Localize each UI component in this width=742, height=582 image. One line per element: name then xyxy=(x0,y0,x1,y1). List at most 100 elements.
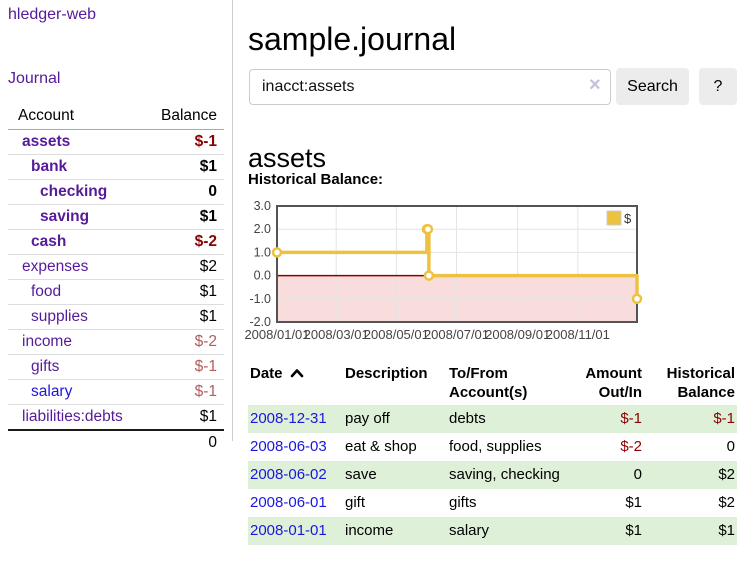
transaction-amount: $-1 xyxy=(620,410,642,427)
account-balance: $1 xyxy=(140,304,224,330)
transaction-row: 2008-12-31 pay off debts $-1 $-1 xyxy=(248,405,737,433)
account-link-liabilities-debts[interactable]: liabilities:debts xyxy=(22,408,123,425)
transactions-table: Date Description To/From Account(s) Amount … xyxy=(248,361,737,545)
transactions-column-header: Description xyxy=(345,361,449,405)
data-point xyxy=(271,247,283,258)
account-heading: assets xyxy=(248,143,327,174)
legend-label: $ xyxy=(624,211,632,226)
transaction-description: gift xyxy=(345,494,366,511)
account-row: cash $-2 xyxy=(8,229,224,255)
transaction-date-link[interactable]: 2008-06-03 xyxy=(250,438,327,455)
x-tick-label: 2008/05/01 xyxy=(364,327,429,342)
transaction-date-link[interactable]: 2008-01-01 xyxy=(250,522,327,539)
transaction-balance: 0 xyxy=(726,438,735,455)
account-balance: $2 xyxy=(140,254,224,280)
transaction-balance: $-1 xyxy=(713,410,735,427)
y-tick-label: 2.0 xyxy=(254,222,271,236)
y-tick-label: 3.0 xyxy=(254,199,271,213)
accounts-header-account: Account xyxy=(8,104,141,130)
data-point xyxy=(423,270,435,281)
transaction-accounts: food, supplies xyxy=(449,438,542,455)
accounts-total-row: 0 xyxy=(8,429,224,455)
column-header-amount-out-in: Amount Out/In xyxy=(585,365,642,401)
account-balance: 0 xyxy=(140,179,224,205)
transaction-date-link[interactable]: 2008-06-01 xyxy=(250,494,327,511)
account-row: bank $1 xyxy=(8,154,224,180)
sidebar-divider xyxy=(232,0,233,441)
transactions-section: Date Description To/From Account(s) Amount … xyxy=(248,361,737,545)
transactions-header-row: Date Description To/From Account(s) Amount … xyxy=(248,361,737,405)
accounts-header-balance: Balance xyxy=(140,104,224,130)
y-tick-label: -1.0 xyxy=(249,292,271,306)
account-row: income $-2 xyxy=(8,329,224,355)
transaction-balance: $2 xyxy=(718,466,735,483)
account-link-checking[interactable]: checking xyxy=(40,183,108,200)
transaction-balance: $2 xyxy=(718,494,735,511)
account-row: salary $-1 xyxy=(8,379,224,405)
account-balance: $1 xyxy=(140,279,224,305)
account-link-cash[interactable]: cash xyxy=(31,233,67,250)
account-link-gifts[interactable]: gifts xyxy=(31,358,60,375)
account-balance: $1 xyxy=(140,204,224,230)
accounts-total-value: 0 xyxy=(140,429,224,455)
account-link-supplies[interactable]: supplies xyxy=(31,308,88,325)
account-row: gifts $-1 xyxy=(8,354,224,380)
transactions-column-header: Historical Balance xyxy=(642,361,737,405)
search-button[interactable]: Search xyxy=(616,68,689,105)
help-button[interactable]: ? xyxy=(699,68,737,105)
account-balance: $1 xyxy=(140,154,224,180)
transaction-amount: 0 xyxy=(633,466,642,483)
account-row: liabilities:debts $1 xyxy=(8,404,224,431)
transaction-amount: $1 xyxy=(625,494,642,511)
accounts-header-row: Account Balance xyxy=(8,104,224,130)
search-input[interactable] xyxy=(249,69,611,105)
column-header-to-from-account-s-: To/From Account(s) xyxy=(449,365,528,401)
transactions-column-header[interactable]: Date xyxy=(248,361,345,405)
transactions-column-header: Amount Out/In xyxy=(561,361,642,405)
transaction-row: 2008-06-03 eat & shop food, supplies $-2 0 xyxy=(248,433,737,461)
transaction-row: 2008-06-01 gift gifts $1 $2 xyxy=(248,489,737,517)
transaction-description: pay off xyxy=(345,410,390,427)
y-tick-label: 1.0 xyxy=(254,245,271,259)
account-link-food[interactable]: food xyxy=(31,283,62,300)
transaction-balance: $1 xyxy=(718,522,735,539)
accounts-table: Account Balance assets $-1 bank $1 checking 0… xyxy=(8,104,224,455)
account-row: saving $1 xyxy=(8,204,224,230)
x-tick-label: 2008/03/01 xyxy=(304,327,369,342)
column-header-date: Date xyxy=(250,365,283,382)
chevron-up-icon xyxy=(290,369,303,378)
app-title-link[interactable]: hledger-web xyxy=(8,6,97,23)
account-link-salary[interactable]: salary xyxy=(31,383,73,400)
data-point xyxy=(422,223,434,235)
column-header-historical-balance: Historical Balance xyxy=(666,365,735,401)
y-tick-label: 0.0 xyxy=(254,269,271,283)
account-balance: $-2 xyxy=(140,329,224,355)
transactions-column-header: To/From Account(s) xyxy=(449,361,561,405)
transaction-accounts: salary xyxy=(449,522,490,539)
column-header-description: Description xyxy=(345,365,428,382)
x-tick-label: 2008/01/01 xyxy=(244,327,309,342)
page-title: sample.journal xyxy=(248,21,457,58)
transaction-description: eat & shop xyxy=(345,438,417,455)
account-row: food $1 xyxy=(8,279,224,305)
data-point xyxy=(631,293,643,305)
account-balance: $-1 xyxy=(140,129,224,155)
account-link-assets[interactable]: assets xyxy=(22,133,71,150)
transaction-row: 2008-06-02 save saving, checking 0 $2 xyxy=(248,461,737,489)
account-balance: $1 xyxy=(140,404,224,431)
clear-search-icon[interactable]: × xyxy=(589,74,601,96)
account-link-income[interactable]: income xyxy=(22,333,72,350)
transaction-accounts: saving, checking xyxy=(449,466,560,483)
account-balance: $-2 xyxy=(140,229,224,255)
transaction-description: save xyxy=(345,466,377,483)
x-tick-label: 2008/07/01 xyxy=(424,327,489,342)
account-link-bank[interactable]: bank xyxy=(31,158,68,175)
transaction-accounts: gifts xyxy=(449,494,477,511)
transaction-date-link[interactable]: 2008-12-31 xyxy=(250,410,327,427)
account-row: expenses $2 xyxy=(8,254,224,280)
sidebar-item-journal[interactable]: Journal xyxy=(8,70,61,87)
account-link-saving[interactable]: saving xyxy=(40,208,90,225)
account-row: supplies $1 xyxy=(8,304,224,330)
account-link-expenses[interactable]: expenses xyxy=(22,258,89,275)
transaction-date-link[interactable]: 2008-06-02 xyxy=(250,466,327,483)
